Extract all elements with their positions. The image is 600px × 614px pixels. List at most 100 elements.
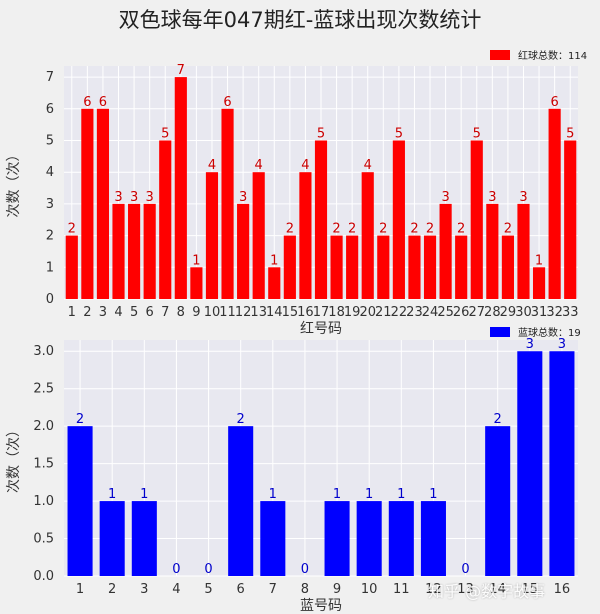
x-tick-label: 6	[237, 582, 245, 597]
x-tick-label: 15	[522, 582, 539, 597]
bar-14	[485, 426, 511, 576]
x-tick-label: 23	[406, 305, 423, 320]
data-label-12: 1	[429, 487, 437, 502]
x-tick-label: 30	[515, 305, 532, 320]
x-tick-label: 32	[546, 305, 563, 320]
x-tick-label: 5	[130, 305, 138, 320]
bar-17	[314, 140, 328, 299]
bar-7	[260, 501, 286, 576]
x-tick-label: 6	[146, 305, 154, 320]
x-tick-label: 18	[328, 305, 345, 320]
data-label-16: 3	[558, 337, 566, 352]
data-label-32: 6	[550, 95, 558, 110]
bar-25	[439, 203, 452, 299]
x-tick-label: 13	[457, 582, 474, 597]
data-label-33: 5	[566, 126, 574, 141]
legend-swatch	[490, 50, 510, 60]
legend-swatch	[490, 327, 510, 337]
bar-10	[205, 172, 219, 299]
bar-15	[283, 235, 296, 299]
legend-label: 蓝球总数：19	[518, 326, 581, 339]
bar-13	[252, 172, 265, 299]
data-label-8: 0	[301, 562, 309, 577]
bar-31	[532, 267, 546, 299]
data-label-23: 2	[410, 222, 418, 237]
y-tick-label: 3	[46, 197, 54, 212]
x-tick-label: 3	[140, 582, 148, 597]
x-tick-label: 2	[83, 305, 91, 320]
data-label-14: 2	[494, 412, 502, 427]
y-axis-label: 次数（次）	[6, 148, 22, 218]
x-tick-label: 2	[108, 582, 116, 597]
data-label-29: 2	[504, 222, 512, 237]
y-tick-label: 0.5	[33, 532, 54, 547]
bar-1	[67, 426, 93, 576]
bar-11	[388, 501, 414, 576]
y-tick-label: 3.0	[33, 344, 54, 359]
data-label-11: 1	[397, 487, 405, 502]
y-tick-label: 0.0	[33, 569, 54, 584]
bar-30	[517, 203, 530, 299]
bar-16	[549, 351, 575, 576]
bar-26	[455, 235, 468, 299]
data-label-4: 0	[172, 562, 180, 577]
y-tick-label: 7	[46, 70, 54, 85]
y-tick-label: 2	[46, 229, 54, 244]
bar-9	[190, 267, 203, 299]
bar-10	[356, 501, 382, 576]
data-label-2: 6	[83, 95, 91, 110]
watermark: 知乎 @数字故事	[428, 582, 546, 601]
x-tick-label: 1	[68, 305, 76, 320]
x-tick-label: 29	[500, 305, 517, 320]
bar-5	[128, 203, 141, 299]
x-tick-label: 14	[489, 582, 506, 597]
data-label-1: 2	[76, 412, 84, 427]
data-label-18: 2	[332, 222, 340, 237]
x-tick-label: 8	[177, 305, 185, 320]
x-tick-label: 4	[114, 305, 122, 320]
x-tick-label: 33	[562, 305, 579, 320]
bar-6	[143, 203, 156, 299]
data-label-26: 2	[457, 222, 465, 237]
data-label-15: 3	[526, 337, 534, 352]
bar-29	[501, 235, 514, 299]
y-tick-label: 2.5	[33, 382, 54, 397]
y-tick-label: 6	[46, 102, 54, 117]
bar-14	[268, 267, 281, 299]
data-label-10: 4	[208, 158, 216, 173]
x-tick-label: 26	[453, 305, 470, 320]
data-label-31: 1	[535, 253, 543, 268]
bar-21	[377, 235, 390, 299]
x-tick-label: 25	[437, 305, 454, 320]
y-tick-label: 4	[46, 165, 54, 180]
x-tick-label: 3	[99, 305, 107, 320]
x-tick-label: 11	[393, 582, 410, 597]
x-tick-label: 12	[425, 582, 442, 597]
bar-28	[486, 203, 499, 299]
legend-label: 红球总数：114	[518, 49, 587, 62]
bar-6	[228, 426, 254, 576]
bar-16	[299, 172, 312, 299]
bar-24	[423, 235, 437, 299]
bar-3	[131, 501, 157, 576]
data-label-10: 1	[365, 487, 373, 502]
y-tick-label: 0	[46, 292, 54, 307]
data-label-22: 5	[395, 126, 403, 141]
data-label-3: 1	[140, 487, 148, 502]
y-tick-label: 2.0	[33, 419, 54, 434]
x-tick-label: 16	[297, 305, 314, 320]
data-label-16: 4	[301, 158, 309, 173]
bar-9	[324, 501, 350, 576]
data-label-17: 5	[317, 126, 325, 141]
x-tick-label: 19	[344, 305, 361, 320]
x-tick-label: 24	[422, 305, 439, 320]
bar-3	[96, 108, 110, 299]
x-tick-label: 12	[235, 305, 252, 320]
x-tick-label: 31	[531, 305, 548, 320]
x-tick-label: 4	[172, 582, 180, 597]
data-label-24: 2	[426, 222, 434, 237]
data-label-21: 2	[379, 222, 387, 237]
bar-11	[221, 108, 234, 299]
data-label-7: 5	[161, 126, 169, 141]
